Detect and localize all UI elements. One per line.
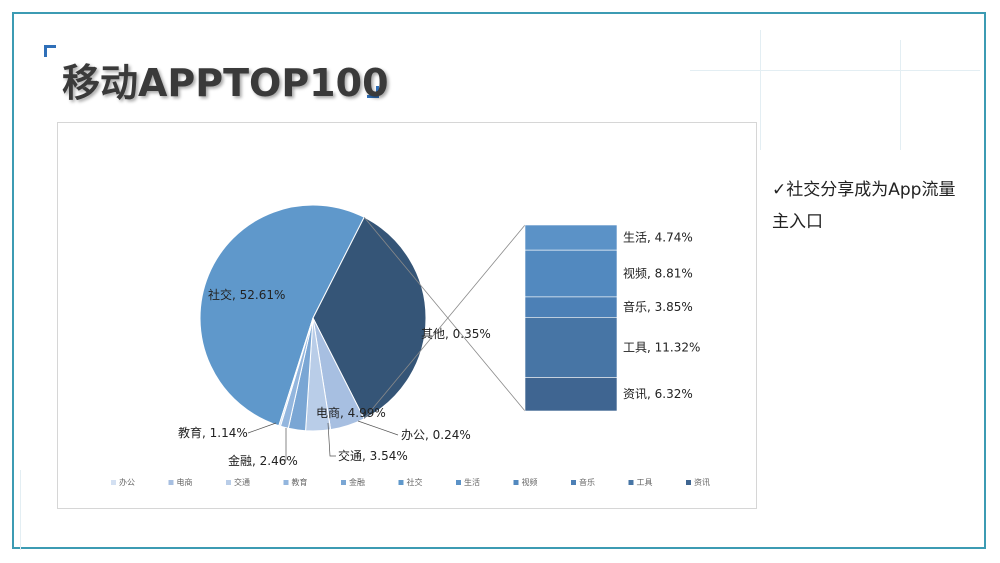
legend-label: 教育 (292, 477, 308, 487)
legend-label: 办公 (119, 477, 135, 487)
pie-slice-社交 (199, 204, 365, 427)
pie-label-教育: 教育, 1.14% (178, 425, 248, 440)
slide-frame (12, 12, 986, 549)
pie-slices (199, 204, 427, 432)
legend-label: 电商 (177, 477, 193, 487)
bar-segment-视频 (524, 249, 618, 298)
pie-label-其他: 其他, 0.35% (421, 327, 491, 341)
bar-segment-音乐 (524, 296, 618, 318)
label-leader-line (247, 422, 277, 434)
side-note: ✓社交分享成为App流量主入口 (772, 180, 956, 232)
bar-segment-生活 (524, 224, 618, 251)
pie-slice-其他 (312, 216, 427, 420)
pie-label-金融: 金融, 2.46% (228, 453, 298, 468)
decor-line (900, 40, 901, 150)
bar-segment-工具 (524, 317, 618, 378)
label-leader-line (280, 428, 287, 461)
legend-swatch (111, 480, 116, 485)
legend-label: 生活 (464, 477, 480, 487)
label-leader-line (327, 422, 336, 457)
chart-legend: 办公 电商 交通 教育 金融 社交 生活 视频 音乐 工具 资讯 (111, 477, 710, 487)
legend-label: 社交 (407, 477, 423, 487)
decor-line (760, 30, 761, 150)
title-bracket-right (367, 86, 379, 98)
bar-segment-label: 生活, 4.74% (623, 231, 693, 245)
bar-segment-label: 工具, 11.32% (623, 340, 700, 354)
decor-line (690, 70, 980, 71)
legend-swatch (571, 480, 576, 485)
legend-swatch (456, 480, 461, 485)
chart-area: 生活, 4.74% 视频, 8.81% 音乐, 3.85% 工具, 11.32% 资讯,… (57, 122, 757, 509)
legend-label: 工具 (637, 478, 653, 487)
connector-line-top (363, 224, 526, 420)
bar-segment-label: 视频, 8.81% (623, 266, 693, 281)
pie-label-社交: 社交, 52.61% (208, 287, 285, 302)
legend-swatch (513, 480, 519, 485)
connector-line-bottom (363, 216, 526, 412)
legend-swatch (398, 480, 404, 485)
legend-swatch (341, 480, 346, 485)
stacked-bar (524, 224, 618, 412)
legend-swatch (168, 480, 174, 485)
connector-lines (363, 216, 526, 420)
bar-segment-label: 音乐, 3.85% (623, 299, 693, 314)
pie-label-办公: 办公, 0.24% (401, 427, 471, 442)
pie-slice-办公 (278, 317, 314, 427)
pie-label-电商: 电商, 4.99% (316, 405, 386, 420)
bar-of-pie-chart: 生活, 4.74% 视频, 8.81% 音乐, 3.85% 工具, 11.32% 资讯,… (111, 204, 710, 487)
legend-label: 交通 (234, 477, 250, 487)
legend-swatch (628, 480, 634, 485)
bar-segment-资讯 (524, 377, 618, 412)
decor-line (20, 470, 21, 550)
legend-label: 资讯 (694, 477, 710, 487)
legend-swatch (226, 480, 231, 485)
legend-swatch (686, 480, 691, 485)
legend-swatch (283, 480, 289, 485)
label-leader-line (357, 420, 399, 436)
title-bracket-left (44, 45, 56, 57)
legend-label: 金融 (349, 477, 365, 487)
bar-segment-label: 资讯, 6.32% (623, 387, 693, 401)
pie-label-交通: 交通, 3.54% (338, 448, 408, 463)
legend-label: 视频 (522, 477, 538, 487)
legend-label: 音乐 (579, 477, 595, 487)
page-title: 移动APPTOP100 (62, 61, 389, 105)
data-labels: 生活, 4.74% 视频, 8.81% 音乐, 3.85% 工具, 11.32% 资讯,… (178, 231, 700, 468)
